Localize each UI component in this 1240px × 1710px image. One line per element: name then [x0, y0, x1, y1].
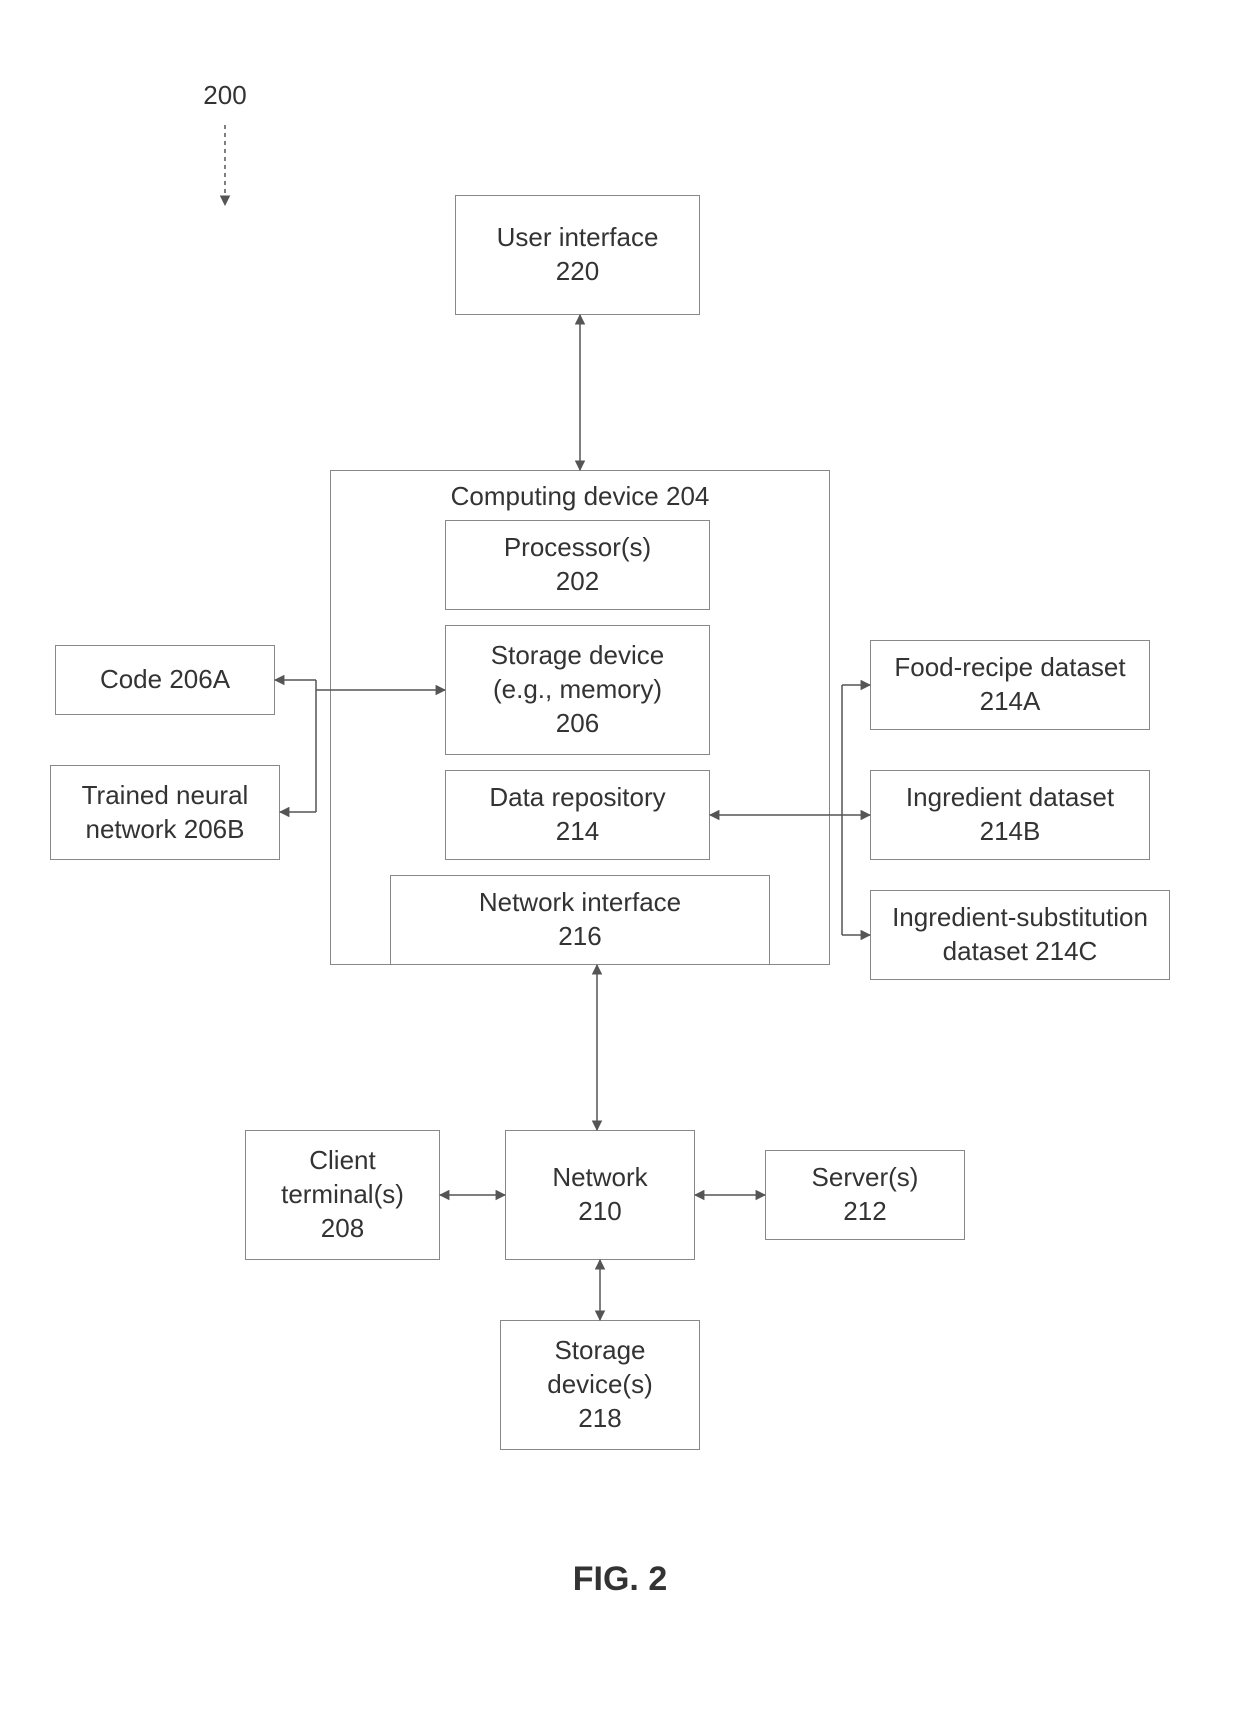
node-label-line1: Ingredient-substitution — [892, 901, 1148, 935]
node-number: 208 — [321, 1212, 364, 1246]
node-number: 216 — [558, 920, 601, 954]
node-label-line2: device(s) — [547, 1368, 652, 1402]
node-user-interface: User interface 220 — [455, 195, 700, 315]
node-label: Computing device 204 — [331, 481, 829, 512]
node-label-line1: Trained neural — [82, 779, 249, 813]
node-label-line1: Storage — [554, 1334, 645, 1368]
node-label: Data repository — [489, 781, 665, 815]
node-processor: Processor(s) 202 — [445, 520, 710, 610]
node-storage-memory: Storage device (e.g., memory) 206 — [445, 625, 710, 755]
node-network: Network 210 — [505, 1130, 695, 1260]
node-label: Processor(s) — [504, 531, 651, 565]
node-food-recipe: Food-recipe dataset 214A — [870, 640, 1150, 730]
node-trained-nn: Trained neural network 206B — [50, 765, 280, 860]
node-ingredient: Ingredient dataset 214B — [870, 770, 1150, 860]
node-number: 214A — [980, 685, 1041, 719]
node-label: Ingredient dataset — [906, 781, 1114, 815]
node-number: 214 — [556, 815, 599, 849]
node-label: Food-recipe dataset — [894, 651, 1125, 685]
node-label-line1: Client — [309, 1144, 375, 1178]
node-data-repository: Data repository 214 — [445, 770, 710, 860]
node-number: 218 — [578, 1402, 621, 1436]
ref-number-label: 200 — [200, 80, 250, 111]
node-number: 210 — [578, 1195, 621, 1229]
node-label: Network — [552, 1161, 647, 1195]
node-label: Network interface — [479, 886, 681, 920]
node-number: 220 — [556, 255, 599, 289]
node-label-line2: dataset 214C — [943, 935, 1098, 969]
node-number: 214B — [980, 815, 1041, 849]
node-code: Code 206A — [55, 645, 275, 715]
node-storage-devices: Storage device(s) 218 — [500, 1320, 700, 1450]
node-label: Server(s) — [812, 1161, 919, 1195]
node-label-line2: network 206B — [86, 813, 245, 847]
node-number: 206 — [556, 707, 599, 741]
node-number: 202 — [556, 565, 599, 599]
node-label-line1: Storage device — [491, 639, 664, 673]
node-number: 212 — [843, 1195, 886, 1229]
node-ingredient-sub: Ingredient-substitution dataset 214C — [870, 890, 1170, 980]
node-label: Code 206A — [100, 663, 230, 697]
node-network-interface: Network interface 216 — [390, 875, 770, 965]
node-client-terminals: Client terminal(s) 208 — [245, 1130, 440, 1260]
node-label: User interface — [497, 221, 659, 255]
node-label-line2: terminal(s) — [281, 1178, 404, 1212]
figure-caption: FIG. 2 — [540, 1560, 700, 1599]
node-servers: Server(s) 212 — [765, 1150, 965, 1240]
node-label-line2: (e.g., memory) — [493, 673, 662, 707]
diagram-canvas: 200 User interface 220 Computing device … — [0, 0, 1240, 1710]
